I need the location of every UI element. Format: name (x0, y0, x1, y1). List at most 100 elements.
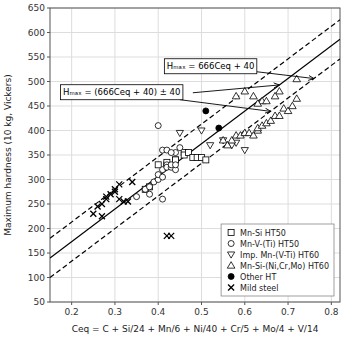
tick-y (47, 57, 50, 58)
point-stroke (129, 179, 135, 185)
tick-y (47, 8, 50, 9)
chart: 0.20.30.40.50.60.70.85010015020025030035… (0, 0, 350, 340)
legend-symbol (227, 262, 235, 268)
tick-label-y: 200 (28, 224, 45, 234)
tick-label-y: 300 (28, 175, 45, 185)
legend-symbol-stroke (228, 285, 234, 291)
tick-label-x: 0.7 (281, 307, 295, 317)
tick-y (47, 179, 50, 180)
legend-symbol (228, 230, 234, 236)
tick-y (47, 204, 50, 205)
grid-line-y (50, 179, 340, 180)
point-stroke (125, 199, 131, 205)
tick-x (201, 302, 202, 305)
point-stroke (90, 211, 96, 217)
annotation-box (60, 85, 182, 100)
point (90, 211, 96, 217)
legend-label: Other HT (240, 273, 276, 282)
fit-line (50, 20, 340, 239)
annotation-arrow (193, 85, 280, 93)
point (155, 123, 161, 129)
tick-y (47, 253, 50, 254)
point (203, 157, 209, 163)
grid-line-y (50, 32, 340, 33)
fit-line (50, 59, 340, 278)
legend-label: Imp. Mn-(V-Ti) HT60 (240, 251, 319, 260)
point-stroke (116, 181, 122, 187)
tick-y (47, 130, 50, 131)
tick-y (47, 155, 50, 156)
tick-y (47, 106, 50, 107)
grid (50, 8, 340, 302)
point (125, 199, 131, 205)
series-points (142, 150, 209, 193)
annotation: Hₘₐₓ = (666Ceq + 40) ± 40 (60, 85, 279, 112)
tick-y (47, 81, 50, 82)
point (168, 150, 174, 156)
ticks: 0.20.30.40.50.60.70.85010015020025030035… (28, 3, 339, 317)
annotation: Hₘₐₓ = 666Ceq + 40 (164, 59, 314, 79)
legend-symbol (228, 252, 235, 258)
point (276, 112, 284, 118)
point (147, 191, 153, 197)
point-stroke (116, 181, 122, 187)
point (176, 130, 183, 136)
point (173, 162, 179, 168)
tick-y (47, 302, 50, 303)
point (207, 143, 214, 149)
y-axis-label: Maximum hardness (10 kg, Vickers) (3, 74, 13, 235)
tick-label-x: 0.6 (238, 307, 253, 317)
annotation-text: Hₘₐₓ = (666Ceq + 40) ± 40 (63, 87, 180, 97)
point-stroke (99, 213, 105, 219)
tick-label-y: 350 (28, 150, 45, 160)
point (160, 174, 166, 180)
point (263, 97, 271, 103)
legend-items: Mn-Si HT50Mn-V-(Ti) HT50Imp. Mn-(V-Ti) H… (227, 229, 329, 293)
point (293, 95, 301, 101)
tick-label-x: 0.3 (108, 307, 122, 317)
point-stroke (125, 199, 131, 205)
tick-label-y: 100 (28, 273, 45, 283)
tick-x (114, 302, 115, 305)
point (250, 92, 258, 98)
point-stroke (168, 233, 174, 239)
point (129, 179, 135, 185)
tick-label-x: 0.2 (64, 307, 78, 317)
tick-y (47, 32, 50, 33)
legend-symbol-stroke (228, 285, 234, 291)
series-points (203, 108, 222, 131)
tick-y (47, 277, 50, 278)
point-stroke (99, 213, 105, 219)
legend-box (221, 224, 334, 296)
annotation-box (164, 59, 256, 74)
tick-label-y: 400 (28, 126, 45, 136)
legend-label: Mild steel (240, 284, 278, 293)
point (232, 92, 240, 98)
point (147, 184, 153, 190)
legend-symbol (228, 241, 234, 247)
tick-label-x: 0.8 (324, 307, 339, 317)
point (116, 181, 122, 187)
tick-x (244, 302, 245, 305)
legend-label: Mn-V-(Ti) HT50 (240, 240, 299, 249)
point (155, 162, 161, 168)
tick-label-x: 0.4 (151, 307, 166, 317)
series-points (90, 179, 174, 239)
plot-frame (50, 8, 340, 302)
tick-label-y: 600 (28, 28, 45, 38)
tick-label-y: 250 (28, 199, 45, 209)
tick-label-y: 450 (28, 101, 45, 111)
tick-x (331, 302, 332, 305)
annotation-arrow (257, 72, 314, 79)
tick-y (47, 228, 50, 229)
tick-label-y: 650 (28, 3, 45, 13)
point (198, 128, 205, 134)
legend: Mn-Si HT50Mn-V-(Ti) HT50Imp. Mn-(V-Ti) H… (221, 224, 334, 296)
point (168, 233, 174, 239)
tick-label-y: 50 (34, 297, 46, 307)
point (219, 137, 227, 143)
tick-label-x: 0.5 (194, 307, 208, 317)
grid-line-y (50, 130, 340, 131)
annotations: Hₘₐₓ = 666Ceq + 40 Hₘₐₓ = (666Ceq + 40) ±… (60, 59, 314, 112)
tick-x (288, 302, 289, 305)
